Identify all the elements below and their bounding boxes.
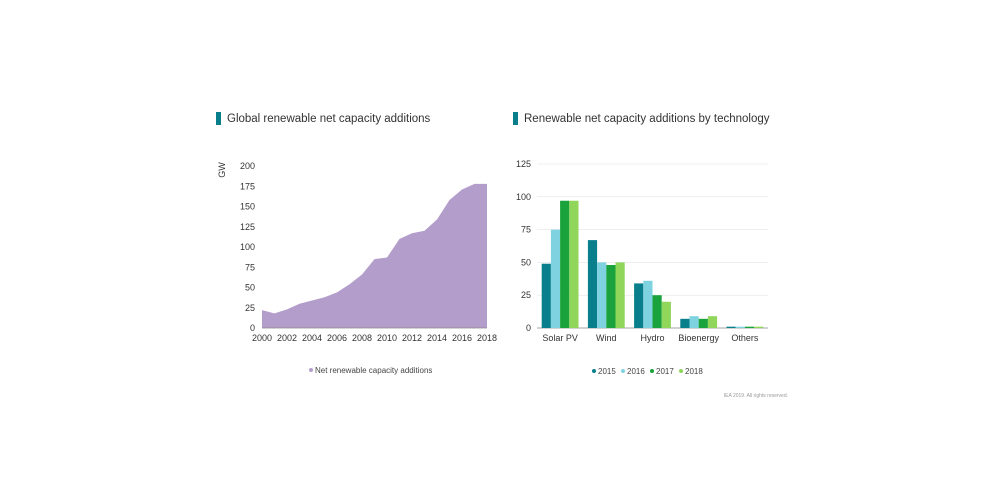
y-tick-label: 200	[240, 161, 255, 171]
x-tick-label: Others	[731, 333, 759, 343]
x-tick-label: 2008	[352, 333, 372, 343]
y-tick-label: 175	[240, 181, 255, 191]
bar-others-2015	[726, 326, 736, 328]
x-tick-label: Solar PV	[542, 333, 578, 343]
x-tick-label: 2000	[252, 333, 272, 343]
bar-bioenergy-2017	[698, 318, 708, 328]
bar-wind-2016	[597, 262, 607, 328]
x-tick-label: Hydro	[640, 333, 664, 343]
y-tick-label: 100	[240, 242, 255, 252]
bar-wind-2017	[606, 265, 616, 328]
bar-hydro-2017	[652, 295, 662, 328]
area-chart-title: Global renewable net capacity additions	[216, 112, 430, 125]
bar-hydro-2018	[661, 301, 671, 328]
legend-swatch	[621, 369, 625, 373]
x-tick-label: Wind	[596, 333, 617, 343]
area-series-net-renewable	[262, 183, 487, 328]
bar-solar-pv-2018	[569, 200, 579, 328]
legend-label: Net renewable capacity additions	[315, 366, 432, 375]
bar-solar-pv-2016	[550, 229, 561, 328]
y-tick-label: 50	[245, 283, 255, 293]
bar-bioenergy-2015	[680, 318, 690, 328]
y-tick-label: 75	[245, 262, 255, 272]
bar-hydro-2016	[643, 280, 653, 328]
legend-swatch	[592, 369, 596, 373]
legend-label: 2015	[598, 367, 616, 376]
x-tick-label: Bioenergy	[678, 333, 719, 343]
x-tick-label: 2016	[452, 333, 472, 343]
area-chart: 0 25 50 75 100 125 150 175 200 2000 2002 2004 2006 20…	[217, 161, 497, 375]
x-tick-label: 2002	[277, 333, 297, 343]
x-tick-label: 2018	[477, 333, 497, 343]
legend-label: 2018	[685, 367, 703, 376]
legend-swatch	[309, 368, 313, 372]
legend-label: 2017	[656, 367, 674, 376]
bar-bioenergy-2016	[689, 316, 699, 328]
bar-hydro-2015	[634, 283, 644, 328]
bar-chart: 0 25 50 75 100 125 Solar PV Wind Hydro Bioenergy O…	[516, 159, 768, 376]
x-tick-label: 2012	[402, 333, 422, 343]
copyright-text: IEA 2019. All rights reserved.	[724, 393, 788, 399]
y-tick-label: 125	[240, 222, 255, 232]
y-tick-label: 150	[240, 202, 255, 212]
bar-others-2016	[735, 326, 745, 328]
x-tick-label: 2010	[377, 333, 397, 343]
y-tick-label: 25	[245, 303, 255, 313]
bar-chart-title: Renewable net capacity additions by tech…	[513, 112, 770, 125]
y-tick-label: 0	[250, 323, 255, 333]
bar-others-2017	[744, 326, 755, 328]
bar-solar-pv-2015	[541, 263, 551, 328]
x-tick-label: 2004	[302, 333, 322, 343]
legend-swatch	[650, 369, 654, 373]
area-chart-title-text: Global renewable net capacity additions	[227, 112, 431, 125]
bar-others-2018	[754, 326, 764, 328]
bar-chart-title-text: Renewable net capacity additions by tech…	[524, 112, 770, 125]
title-marker	[216, 112, 221, 125]
y-tick-label: 75	[521, 225, 531, 235]
legend-label: 2016	[627, 367, 645, 376]
x-tick-label: 2014	[427, 333, 447, 343]
title-marker	[513, 112, 518, 125]
bar-wind-2018	[615, 262, 625, 328]
bar-wind-2015	[587, 240, 598, 328]
legend-swatch	[679, 369, 683, 373]
y-tick-label: 25	[521, 290, 531, 300]
x-tick-label: 2006	[327, 333, 347, 343]
bar-bioenergy-2018	[707, 316, 718, 328]
y-tick-label: 50	[521, 257, 531, 267]
y-tick-label: 125	[516, 159, 531, 169]
y-axis-label: GW	[217, 162, 227, 178]
y-tick-label: 0	[526, 323, 531, 333]
bar-solar-pv-2017	[560, 200, 570, 328]
y-tick-label: 100	[516, 192, 531, 202]
